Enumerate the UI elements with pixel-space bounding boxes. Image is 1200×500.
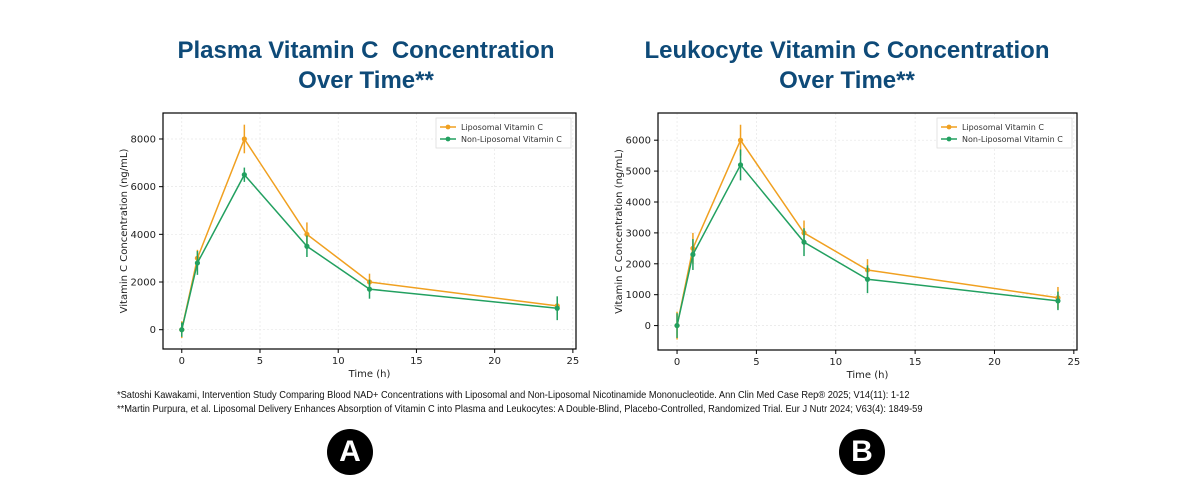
- data-point: [241, 172, 247, 178]
- series-line: [676, 163, 1059, 326]
- y-tick-label: 4000: [131, 230, 156, 241]
- x-tick-label: 15: [410, 356, 423, 367]
- data-point: [1055, 298, 1061, 304]
- y-tick-label: 2000: [131, 278, 156, 289]
- data-point: [179, 327, 185, 333]
- y-tick-label: 2000: [626, 259, 651, 270]
- legend-box: [435, 117, 572, 149]
- chart-b-title-line2: Over Time**: [779, 67, 915, 94]
- data-point: [304, 243, 310, 249]
- y-axis-label: Vitamin C Concentration (ng/mL): [614, 149, 625, 314]
- data-point: [366, 286, 373, 292]
- x-axis-label: Time (h): [846, 370, 889, 381]
- data-point: [304, 231, 310, 237]
- y-tick-label: 4000: [626, 197, 651, 208]
- legend-label: Liposomal Vitamin C: [461, 123, 543, 132]
- references: *Satoshi Kawakami, Intervention Study Co…: [117, 389, 922, 417]
- x-tick-label: 25: [567, 356, 580, 367]
- legend-label: Liposomal Vitamin C: [962, 123, 1044, 132]
- x-tick-label: 15: [909, 357, 922, 368]
- y-tick-label: 5000: [626, 167, 651, 178]
- y-tick-label: 6000: [131, 182, 156, 193]
- series-line: [676, 138, 1059, 326]
- data-point: [241, 136, 247, 142]
- reference-2: **Martin Purpura, et al. Liposomal Deliv…: [117, 404, 923, 415]
- data-point: [737, 137, 744, 143]
- y-axis-label: Vitamin C Concentration (ng/mL): [119, 149, 130, 314]
- chart-b-title: Leukocyte Vitamin C Concentration Over T…: [607, 36, 1087, 96]
- legend-marker: [445, 136, 451, 142]
- y-tick-label: 3000: [626, 228, 651, 239]
- x-tick-label: 20: [988, 357, 1001, 368]
- legend-box: [936, 117, 1073, 149]
- legend-label: Non-Liposomal Vitamin C: [962, 135, 1063, 144]
- chart-a-title: Plasma Vitamin C Concentration Over Time…: [126, 36, 606, 96]
- legend-marker: [946, 136, 952, 142]
- data-point: [194, 260, 201, 266]
- x-tick-label: 20: [488, 356, 501, 367]
- x-tick-label: 10: [829, 357, 842, 368]
- series-line: [181, 137, 558, 330]
- plot-frame: [162, 112, 577, 350]
- x-tick-label: 0: [179, 356, 185, 367]
- legend-marker: [946, 124, 952, 130]
- y-tick-label: 0: [150, 325, 156, 336]
- data-point: [674, 322, 680, 329]
- chart-b: 0 5 10 15 20 25 0 1000 2000 3000 4000 5000 6000 Time …: [614, 112, 1080, 381]
- badge-b: B: [839, 429, 885, 475]
- reference-1: *Satoshi Kawakami, Intervention Study Co…: [117, 390, 910, 401]
- data-point: [737, 162, 744, 168]
- y-tick-label: 6000: [626, 136, 651, 147]
- y-tick-label: 8000: [131, 134, 156, 145]
- badge-a: A: [327, 429, 373, 475]
- chart-a-title-line2: Over Time**: [298, 67, 434, 94]
- plot-frame: [657, 112, 1078, 351]
- data-point: [554, 305, 560, 311]
- y-tick-label: 1000: [626, 290, 651, 301]
- x-tick-label: 25: [1067, 357, 1080, 368]
- y-tick-label: 0: [645, 321, 651, 332]
- series-line: [181, 173, 558, 330]
- x-axis-label: Time (h): [348, 369, 391, 380]
- x-tick-label: 0: [674, 357, 680, 368]
- chart-a: 0 5 10 15 20 25 0 2000 4000 6000 8000 Time (h) Vitam…: [119, 112, 580, 380]
- chart-a-title-line1: Plasma Vitamin C Concentration: [177, 37, 555, 64]
- x-tick-label: 5: [753, 357, 759, 368]
- x-tick-label: 5: [257, 356, 263, 367]
- legend-marker: [445, 124, 451, 130]
- data-point: [690, 251, 696, 258]
- data-point: [801, 239, 807, 245]
- legend-label: Non-Liposomal Vitamin C: [461, 135, 562, 144]
- chart-b-title-line1: Leukocyte Vitamin C Concentration: [644, 37, 1050, 64]
- x-tick-label: 10: [332, 356, 345, 367]
- data-point: [864, 276, 871, 282]
